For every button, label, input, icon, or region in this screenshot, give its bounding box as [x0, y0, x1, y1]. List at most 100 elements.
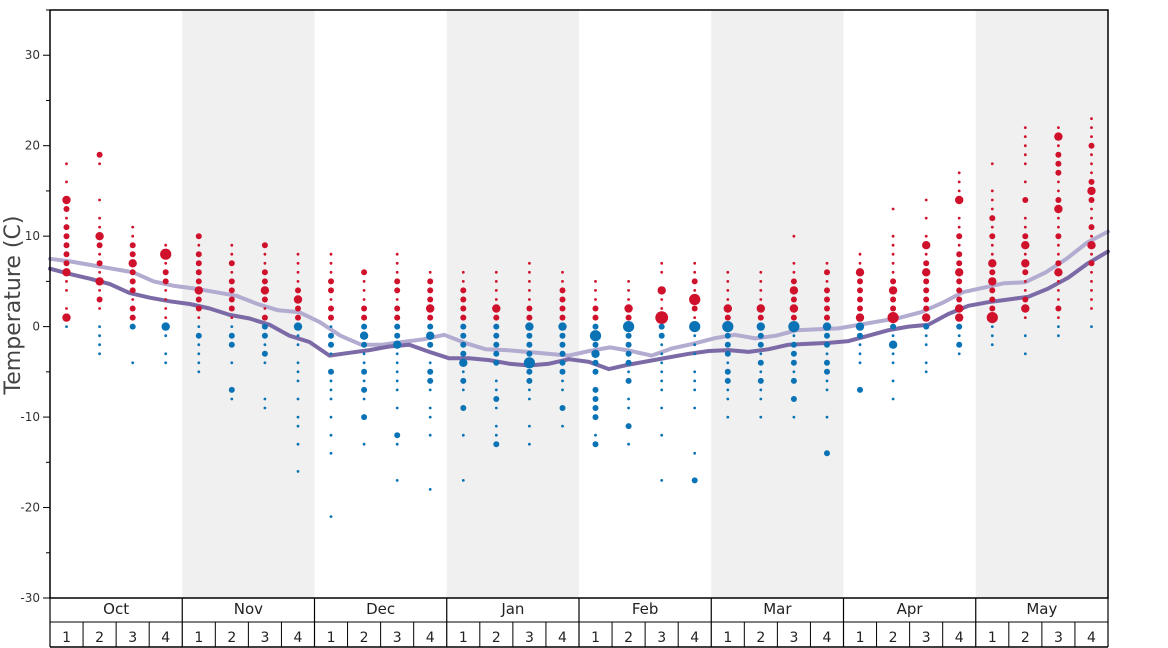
observation-dot — [395, 352, 399, 356]
observation-dot — [493, 323, 500, 330]
observation-dot — [660, 298, 664, 301]
observation-dot — [592, 405, 599, 411]
observation-dot — [1055, 160, 1062, 167]
observation-dot — [726, 388, 730, 392]
observation-dot — [296, 379, 300, 383]
month-label: Feb — [632, 600, 659, 618]
observation-dot — [1054, 132, 1063, 141]
observation-dot — [627, 280, 630, 283]
observation-dot — [559, 332, 566, 339]
observation-dot — [660, 379, 664, 383]
observation-dot — [757, 332, 764, 339]
observation-dot — [362, 289, 366, 292]
observation-dot — [990, 162, 994, 166]
observation-dot — [792, 334, 796, 338]
observation-dot — [261, 278, 268, 285]
observation-dot — [296, 470, 300, 473]
observation-dot — [792, 234, 796, 238]
observation-dot — [955, 268, 964, 277]
observation-dot — [1057, 298, 1060, 301]
observation-dot — [592, 386, 599, 393]
observation-dot — [625, 350, 632, 357]
week-label: 3 — [1054, 630, 1063, 646]
y-tick-label: 30 — [25, 48, 40, 62]
observation-dot — [461, 433, 465, 437]
week-label: 2 — [360, 630, 369, 646]
week-label: 3 — [128, 630, 137, 646]
y-tick-label: -10 — [20, 410, 40, 424]
observation-dot — [1088, 224, 1095, 231]
observation-dot — [461, 388, 465, 392]
observation-dot — [990, 325, 994, 328]
observation-dot — [989, 305, 996, 312]
observation-dot — [427, 323, 434, 330]
observation-dot — [296, 252, 300, 256]
observation-dot — [657, 286, 666, 295]
observation-dot — [1057, 252, 1060, 256]
week-label: 3 — [393, 630, 402, 646]
observation-dot — [956, 323, 963, 330]
observation-dot — [293, 295, 303, 304]
observation-dot — [759, 352, 763, 356]
observation-dot — [561, 270, 564, 274]
observation-dot — [824, 368, 830, 375]
observation-dot — [63, 242, 70, 249]
observation-dot — [592, 368, 599, 375]
observation-dot — [395, 388, 399, 392]
observation-dot — [525, 322, 534, 331]
observation-dot — [98, 198, 101, 202]
observation-dot — [726, 289, 730, 292]
observation-dot — [98, 289, 101, 292]
observation-dot — [394, 314, 401, 321]
observation-dot — [759, 280, 763, 283]
observation-dot — [592, 305, 599, 312]
observation-dot — [164, 352, 168, 356]
week-label: 1 — [856, 630, 865, 646]
observation-dot — [427, 278, 434, 285]
observation-dot — [1090, 270, 1093, 274]
observation-dot — [197, 370, 201, 374]
observation-dot — [1057, 325, 1060, 328]
observation-dot — [957, 334, 961, 338]
week-label: 4 — [558, 630, 567, 646]
observation-dot — [428, 361, 432, 365]
observation-dot — [426, 304, 435, 313]
observation-dot — [825, 388, 829, 392]
observation-dot — [1090, 325, 1093, 328]
observation-dot — [263, 261, 267, 265]
observation-dot — [989, 233, 996, 240]
observation-dot — [296, 397, 300, 401]
observation-dot — [559, 368, 566, 375]
observation-dot — [888, 340, 898, 349]
observation-dot — [494, 280, 498, 283]
observation-dot — [228, 278, 235, 285]
observation-dot — [295, 314, 301, 321]
observation-dot — [362, 397, 366, 401]
observation-dot — [296, 343, 300, 347]
observation-dot — [296, 280, 300, 283]
observation-dot — [625, 423, 632, 430]
observation-dot — [955, 304, 964, 313]
observation-dot — [1022, 296, 1029, 303]
observation-dot — [261, 332, 268, 339]
observation-dot — [689, 293, 701, 306]
observation-dot — [394, 278, 401, 285]
observation-dot — [263, 343, 267, 347]
month-label: May — [1026, 600, 1057, 618]
observation-dot — [459, 358, 468, 367]
observation-dot — [660, 433, 664, 437]
observation-dot — [855, 268, 865, 277]
observation-dot — [660, 270, 664, 274]
observation-dot — [660, 370, 664, 374]
observation-dot — [95, 232, 104, 241]
observation-dot — [329, 388, 333, 392]
observation-dot — [693, 316, 697, 319]
observation-dot — [724, 341, 731, 348]
observation-dot — [890, 305, 897, 312]
observation-dot — [228, 386, 235, 393]
observation-dot — [295, 287, 301, 294]
week-label: 4 — [161, 630, 170, 646]
week-label: 2 — [1021, 630, 1030, 646]
month-band — [182, 10, 315, 598]
observation-dot — [164, 261, 168, 265]
